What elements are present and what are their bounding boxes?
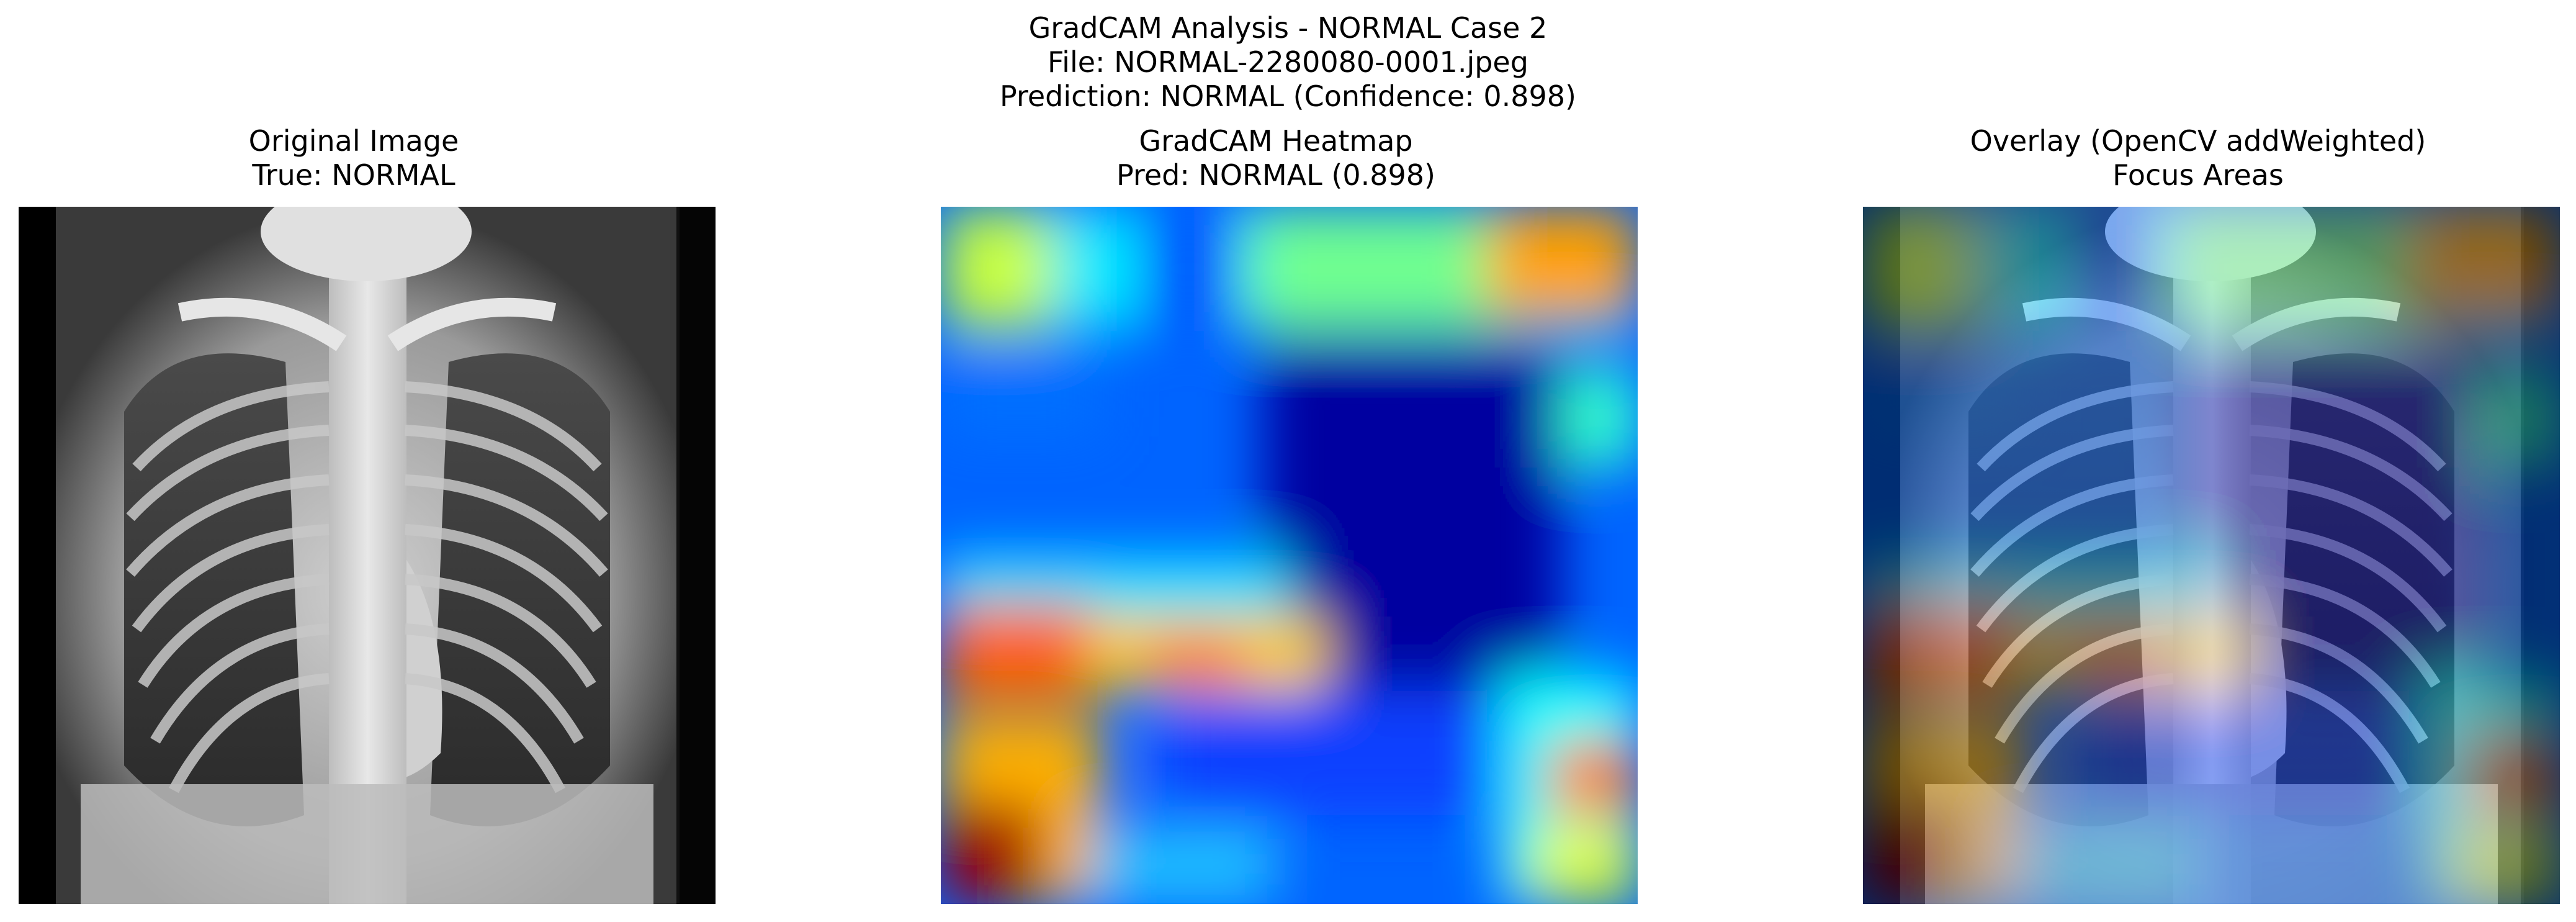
panel-heatmap-title-line-1: GradCAM Heatmap [1139, 124, 1413, 158]
panel-heatmap-title: GradCAM Heatmap Pred: NORMAL (0.898) [904, 124, 1648, 192]
panel-heatmap-title-line-2: Pred: NORMAL (0.898) [1116, 158, 1436, 192]
panel-original-title-line-1: Original Image [248, 124, 459, 158]
panel-original-title: Original Image True: NORMAL [0, 124, 726, 192]
panel-overlay-title-line-1: Overlay (OpenCV addWeighted) [1970, 124, 2426, 158]
suptitle-line-3: Prediction: NORMAL (Confidence: 0.898) [1000, 79, 1576, 113]
panel-overlay-title-line-2: Focus Areas [2112, 158, 2284, 192]
panel-overlay-title: Overlay (OpenCV addWeighted) Focus Areas [1826, 124, 2570, 192]
overlay-image [1863, 207, 2560, 904]
overlay-graphic [1863, 207, 2560, 904]
original-xray-image [19, 207, 716, 904]
suptitle-line-2: File: NORMAL-2280080-0001.jpeg [1048, 45, 1528, 79]
gradcam-heatmap-image [941, 207, 1638, 904]
figure-suptitle: GradCAM Analysis - NORMAL Case 2 File: N… [0, 11, 2576, 114]
panel-original-title-line-2: True: NORMAL [252, 158, 456, 192]
suptitle-line-1: GradCAM Analysis - NORMAL Case 2 [1028, 11, 1548, 45]
xray-graphic [19, 207, 716, 904]
heatmap-graphic [941, 207, 1638, 904]
